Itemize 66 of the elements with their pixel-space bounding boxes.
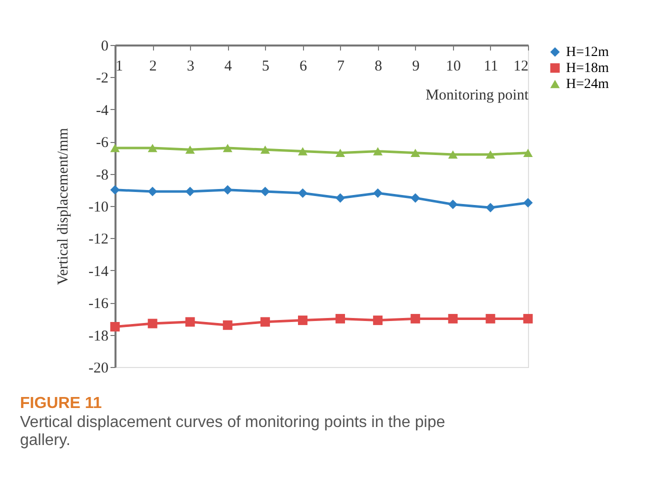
- x-tick-label: 10: [446, 58, 461, 74]
- point: [185, 146, 195, 154]
- y-tick-label: -6: [96, 135, 109, 152]
- y-tick-label: -14: [88, 264, 109, 280]
- x-tick-label: 3: [186, 58, 194, 74]
- point: [410, 148, 420, 157]
- point: [486, 314, 496, 324]
- y-tick-label: -20: [88, 360, 108, 376]
- point: [148, 144, 158, 152]
- point: [410, 193, 420, 203]
- point: [523, 314, 533, 324]
- point: [336, 148, 346, 157]
- x-tick-label: 9: [412, 58, 420, 74]
- point: [486, 202, 496, 212]
- legend-label: H=24m: [566, 77, 610, 92]
- y-tick-label: -10: [88, 200, 108, 216]
- x-tick-label: 4: [224, 58, 232, 74]
- point: [260, 317, 270, 327]
- point: [298, 316, 308, 326]
- point: [222, 144, 232, 152]
- point: [185, 317, 195, 327]
- x-tick-label: 8: [374, 58, 382, 74]
- point: [486, 150, 496, 159]
- x-tick-label: 12: [514, 58, 528, 74]
- y-tick-label: 0: [101, 38, 108, 54]
- y-tick-label: -18: [88, 328, 108, 344]
- point: [410, 314, 420, 324]
- point: [336, 193, 346, 203]
- point: [373, 147, 383, 156]
- point: [110, 144, 120, 152]
- point: [222, 320, 232, 330]
- point: [260, 186, 270, 196]
- y-tick-label: -8: [96, 167, 108, 184]
- point: [523, 198, 533, 208]
- text: FIGURE 11: [20, 395, 102, 412]
- point: [523, 148, 533, 157]
- y-tick-label: -12: [88, 232, 108, 248]
- point: [448, 314, 458, 324]
- point: [298, 147, 308, 156]
- point: [373, 316, 383, 326]
- point: [148, 186, 158, 196]
- legend-label: H=12m: [566, 45, 610, 60]
- x-tick-label: 2: [149, 58, 157, 74]
- x-axis-title: Monitoring point: [426, 88, 530, 104]
- point: [222, 185, 232, 195]
- x-tick-label: 7: [337, 58, 346, 74]
- y-axis-title: Vertical displacement/mm: [56, 128, 72, 286]
- text: Vertical displacement curves of monitoring points in the pipe gallery.: [20, 414, 446, 449]
- point: [148, 318, 158, 328]
- point: [185, 186, 195, 196]
- y-tick-label: -16: [88, 296, 109, 312]
- x-tick-label: 6: [299, 58, 308, 74]
- y-tick-label: -4: [96, 102, 109, 119]
- legend-label: H=18m: [566, 61, 610, 76]
- point: [298, 188, 308, 198]
- point: [448, 200, 458, 210]
- point: [260, 146, 270, 154]
- point: [373, 188, 383, 198]
- point: [110, 322, 120, 332]
- x-tick-label: 11: [484, 58, 498, 74]
- point: [336, 314, 346, 324]
- y-tick-label: -2: [96, 70, 108, 87]
- point: [110, 185, 120, 195]
- x-tick-label: 1: [116, 58, 123, 74]
- point: [448, 150, 458, 159]
- x-tick-label: 5: [262, 58, 270, 74]
